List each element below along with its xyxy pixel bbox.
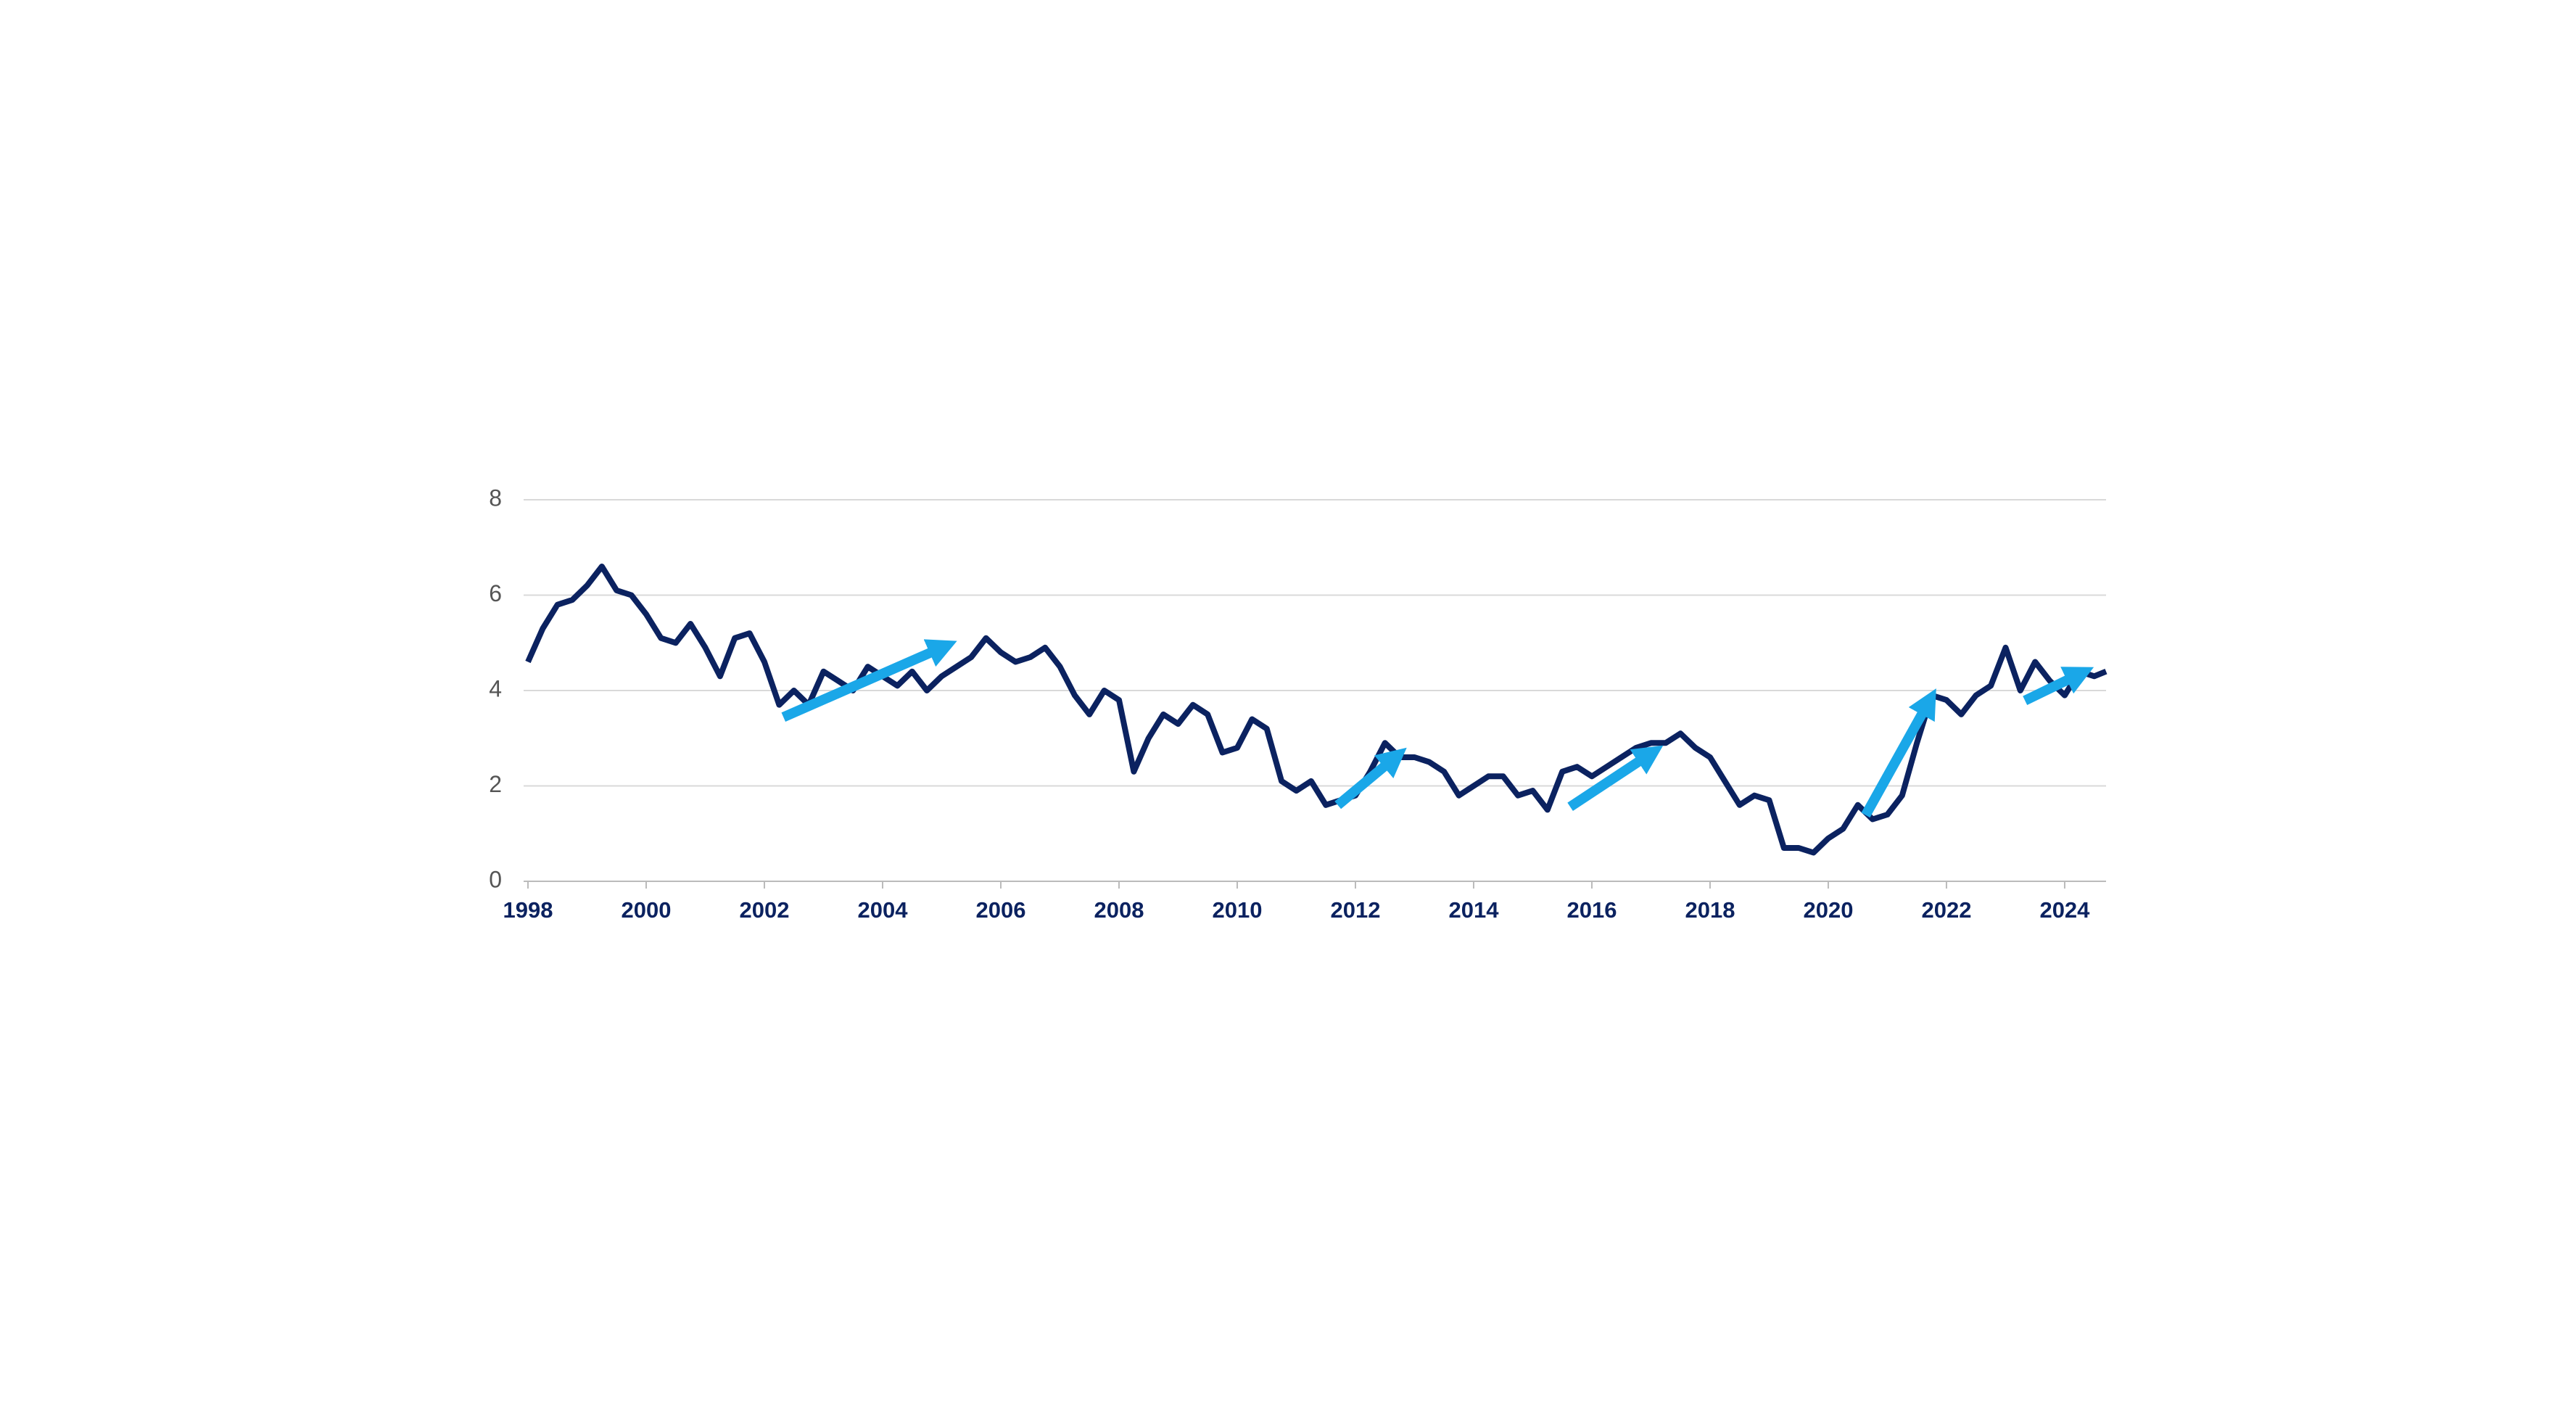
y-tick-label: 4 [489,675,502,701]
y-tick-label: 2 [489,771,502,797]
x-tick-label: 2004 [858,897,909,923]
x-tick-label: 2000 [622,897,672,923]
x-tick-label: 2022 [1921,897,1971,923]
trend-arrows [781,639,2094,818]
x-tick-label: 2012 [1330,897,1380,923]
trend-arrow [781,639,957,722]
grid: 0 2 4 6 8 1998 2000 2002 2004 2006 2008 2010 2012 201… [489,485,2106,923]
plot [525,564,2108,856]
x-tick-label: 2008 [1094,897,1144,923]
y-tick-label: 8 [489,485,502,511]
x-tick-label: 2006 [976,897,1026,923]
x-tick-label: 2024 [2039,897,2090,923]
x-tick-label: 2014 [1448,897,1499,923]
x-tick-label: 1998 [503,897,553,923]
data-line [525,564,2108,856]
trend-arrow [1861,688,1936,818]
trend-arrow [1334,747,1407,809]
x-tick-label: 2002 [740,897,790,923]
x-tick-label: 2020 [1803,897,1853,923]
y-tick-label: 6 [489,580,502,606]
x-tick-label: 2016 [1566,897,1617,923]
x-tick-label: 2010 [1212,897,1262,923]
x-tick-label: 2018 [1685,897,1735,923]
trend-arrow [1567,745,1664,812]
y-tick-label: 0 [489,866,502,892]
trend-arrow [2023,667,2094,706]
